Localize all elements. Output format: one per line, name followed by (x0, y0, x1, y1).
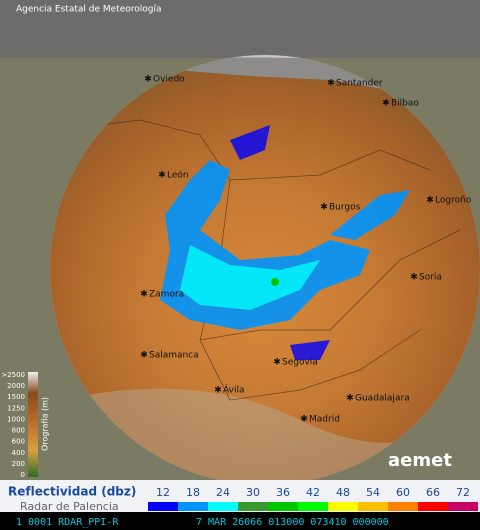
status-right: 7 MAR 26066 013000 073410 000000 (196, 517, 389, 528)
level-swatch (268, 502, 298, 511)
city-label: Madrid (309, 415, 340, 425)
city-marker: ✱ (214, 386, 222, 396)
city-marker: ✱ (140, 290, 148, 300)
level-swatch (148, 502, 178, 511)
agency-name: Agencia Estatal de Meteorología (16, 5, 162, 15)
city-marker: ✱ (300, 415, 308, 425)
city-label: Soria (419, 273, 442, 283)
elevation-scale (28, 372, 38, 477)
city-marker: ✱ (320, 203, 328, 213)
elevation-tick-label: >2500 (1, 371, 25, 379)
city-label: Santander (336, 79, 383, 89)
level-label: 30 (246, 486, 260, 499)
city-marker: ✱ (382, 99, 390, 109)
city-label: Logroño (435, 196, 472, 206)
city-marker: ✱ (273, 358, 281, 368)
city-marker: ✱ (140, 351, 148, 361)
radar-echoes (160, 125, 410, 360)
city-label: Segovia (282, 358, 318, 368)
elevation-tick-label: 400 (12, 449, 25, 457)
city-marker: ✱ (158, 171, 166, 181)
logo: aemet (388, 450, 452, 471)
elevation-tick-label: 800 (12, 427, 25, 435)
city-label: Zamora (149, 290, 184, 300)
level-label: 66 (426, 486, 440, 499)
level-swatch (448, 502, 478, 511)
level-label: 24 (216, 486, 230, 499)
elevation-tick-label: 200 (12, 460, 25, 468)
elevation-tick-label: 1250 (7, 404, 25, 412)
level-label: 72 (456, 486, 470, 499)
legend-title: Reflectividad (dbz) (8, 485, 136, 499)
sea (0, 0, 480, 58)
city-marker: ✱ (327, 79, 335, 89)
status-bar (0, 512, 480, 530)
city-label: Oviedo (153, 75, 185, 85)
city-marker: ✱ (410, 273, 418, 283)
elevation-tick-label: 1500 (7, 393, 25, 401)
status-left: 1 0001 RDAR_PPI-R (16, 517, 119, 528)
level-swatch (358, 502, 388, 511)
level-swatch (418, 502, 448, 511)
level-label: 42 (306, 486, 320, 499)
level-swatch (238, 502, 268, 511)
city-label: León (167, 170, 189, 181)
elevation-tick-label: 0 (21, 471, 25, 479)
level-label: 54 (366, 486, 380, 499)
city-label: Salamanca (149, 351, 199, 361)
city-label: Guadalajara (355, 394, 410, 404)
level-swatch (208, 502, 238, 511)
level-label: 36 (276, 486, 290, 499)
city-label: Burgos (329, 203, 361, 213)
city-label: Ávila (223, 384, 244, 396)
elevation-tick-label: 2000 (7, 382, 25, 390)
city-marker: ✱ (144, 75, 152, 85)
elevation-title: Orografía (m) (41, 397, 50, 451)
city-marker: ✱ (426, 196, 434, 206)
level-label: 12 (156, 486, 170, 499)
elevation-tick-label: 600 (12, 438, 25, 446)
city-label: Bilbao (391, 99, 419, 109)
legend-subtitle: Radar de Palencia (20, 500, 119, 513)
level-swatch (178, 502, 208, 511)
level-swatch (388, 502, 418, 511)
city-marker: ✱ (346, 394, 354, 404)
level-label: 60 (396, 486, 410, 499)
level-label: 48 (336, 486, 350, 499)
level-swatch (298, 502, 328, 511)
elevation-tick-label: 1000 (7, 415, 25, 423)
level-swatch (328, 502, 358, 511)
level-label: 18 (186, 486, 200, 499)
